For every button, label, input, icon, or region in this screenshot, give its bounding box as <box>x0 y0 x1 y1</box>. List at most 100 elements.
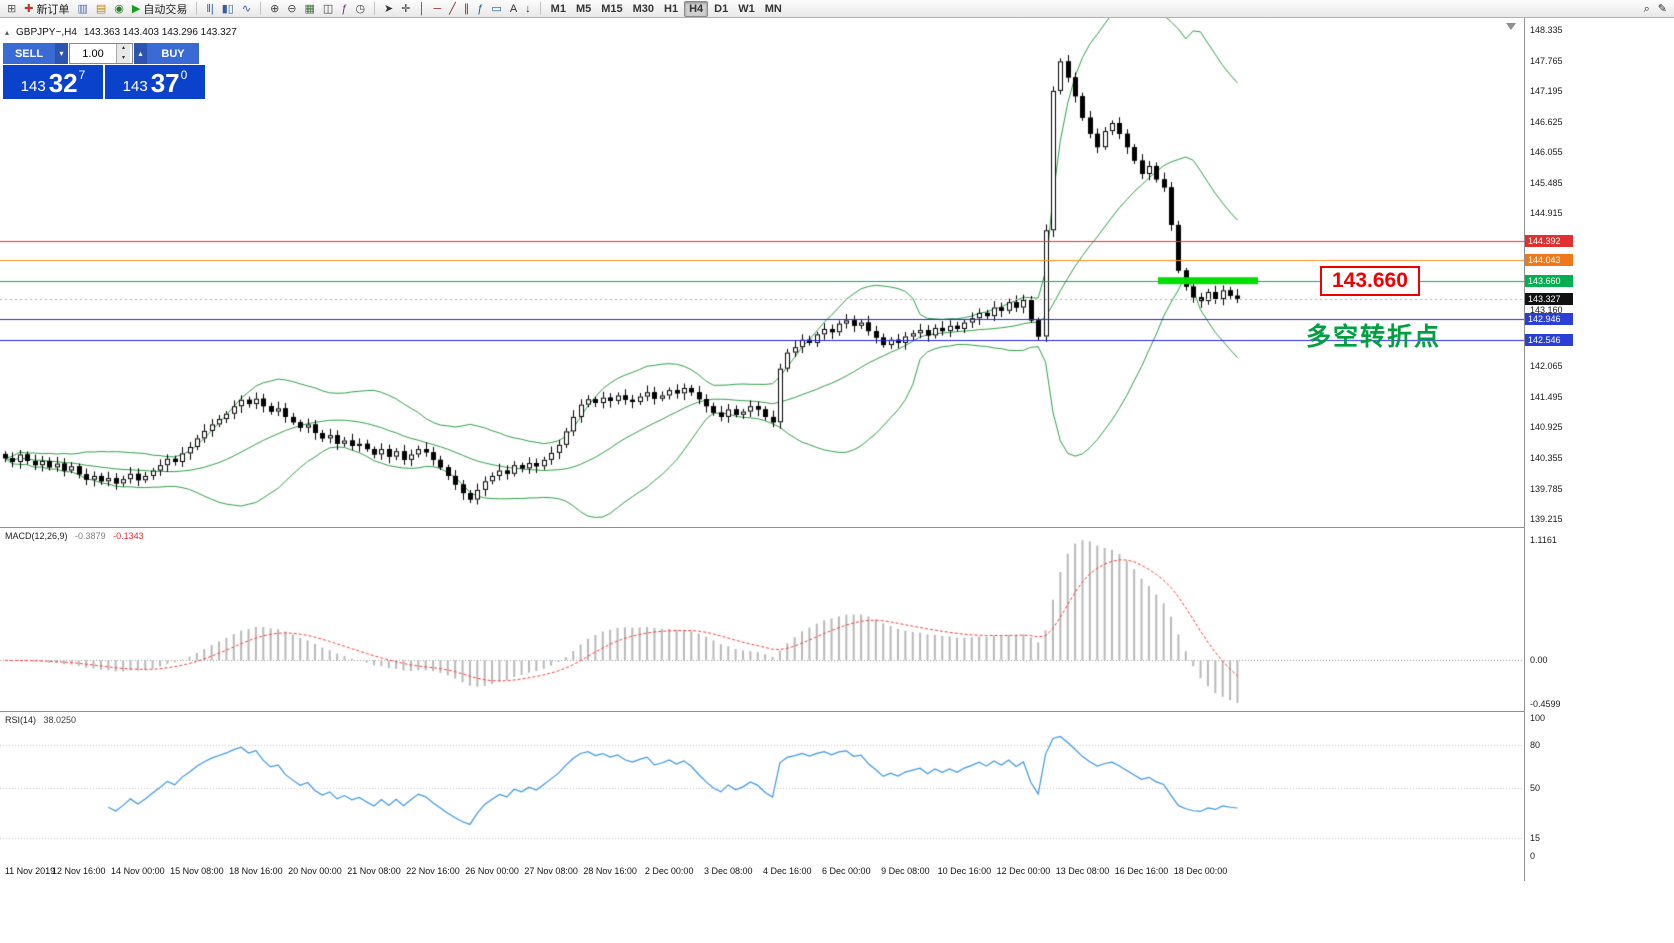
indicators-button[interactable]: ƒ <box>338 1 350 17</box>
timeframe-w1-button[interactable]: W1 <box>734 1 759 17</box>
time-axis-label: 18 Dec 00:00 <box>1173 866 1228 876</box>
panel-separator[interactable] <box>0 711 1674 712</box>
buy-price-display[interactable]: 143 37 0 <box>105 65 205 99</box>
autotrading-button[interactable]: ▶ 自动交易 <box>129 1 190 17</box>
candlestick-chart-button[interactable]: ▮▯ <box>219 1 237 17</box>
timeframe-d1-button-glyph: D1 <box>714 2 729 15</box>
bar-chart-button[interactable]: ‖| <box>203 1 216 17</box>
grid-button[interactable]: ▦ <box>302 1 318 17</box>
text-icon: A <box>509 2 518 15</box>
volume-up-button[interactable]: ▴ <box>116 44 130 54</box>
time-axis[interactable]: 11 Nov 2019 12 Nov 16:00 14 Nov 00:00 15 No… <box>0 863 1524 881</box>
rsi-value: 38.0250 <box>43 715 77 725</box>
text-button[interactable]: A <box>507 1 520 17</box>
level-tag-resistance-2: 144.043 <box>1525 254 1573 267</box>
rsi-name: RSI(14) <box>5 715 37 725</box>
timeframe-m30-button[interactable]: M30 <box>629 1 658 17</box>
app-icon: ⊞ <box>4 1 19 17</box>
price-axis-label: 145.485 <box>1530 177 1563 188</box>
timeframe-m15-button[interactable]: M15 <box>597 1 626 17</box>
current-price-tag: 143.327 <box>1525 292 1573 305</box>
level-tag-support-1: 142.946 <box>1525 313 1573 325</box>
buy-dropdown-arrow-icon[interactable]: ▴ <box>134 43 147 64</box>
sell-price-prefix: 143 <box>20 78 46 95</box>
time-axis-label: 28 Nov 16:00 <box>583 866 637 876</box>
trendline-icon: ╱ <box>449 2 456 15</box>
candlestick-chart-icon: ▮▯ <box>221 2 234 15</box>
new-order-button[interactable]: ✚ 新订单 <box>21 1 72 17</box>
timeframe-m1-button[interactable]: M1 <box>547 1 570 17</box>
channel-button[interactable]: ∥ <box>461 1 473 17</box>
level-tag-support-2: 142.546 <box>1525 334 1573 347</box>
macd-name: MACD(12,26,9) <box>5 531 68 541</box>
timeframe-m5-button-glyph: M5 <box>575 2 592 15</box>
panel-separator[interactable] <box>0 527 1674 528</box>
timeframe-h4-button[interactable]: H4 <box>684 0 709 17</box>
price-axis-label: 140.355 <box>1530 452 1563 463</box>
time-axis-label: 11 Nov 2019 <box>4 866 56 876</box>
horizontal-line-button[interactable]: ─ <box>430 1 444 17</box>
chart-window: 148.335 147.765 147.195 146.625 146.055 145.4… <box>0 18 1674 943</box>
buy-price-big: 37 <box>150 68 180 98</box>
channel-icon: ∥ <box>463 2 470 15</box>
search-button[interactable]: ⌕ <box>1641 1 1653 17</box>
sell-button[interactable]: SELL <box>3 43 55 64</box>
sell-price-display[interactable]: 143 32 7 <box>3 65 103 99</box>
market-watch-button[interactable]: ◉ <box>111 1 127 17</box>
symbol-info: ▴ GBPJPY~,H4 143.363 143.403 143.296 143… <box>5 27 237 38</box>
shapes-button[interactable]: ▭ <box>488 1 504 17</box>
indicators-icon: ƒ <box>341 2 348 15</box>
chart-window-button[interactable]: ▥ <box>74 1 90 17</box>
time-axis-label: 27 Nov 08:00 <box>524 866 578 876</box>
time-axis-label: 12 Dec 00:00 <box>996 866 1051 876</box>
time-axis-label: 22 Nov 16:00 <box>406 866 460 876</box>
time-axis-label: 9 Dec 08:00 <box>881 866 930 876</box>
volume-down-button[interactable]: ▾ <box>116 53 130 63</box>
time-axis-label: 12 Nov 16:00 <box>52 866 106 876</box>
trendline-button[interactable]: ╱ <box>446 1 459 17</box>
vertical-line-button[interactable]: │ <box>415 1 428 17</box>
price-axis-label: 139.215 <box>1530 514 1563 525</box>
zoom-in-button[interactable]: ⊕ <box>267 1 282 17</box>
turning-point-annotation[interactable]: 多空转折点 <box>1306 323 1442 351</box>
price-axis-label: 142.065 <box>1530 361 1563 372</box>
chart-canvas[interactable] <box>0 18 1524 943</box>
indicator-axis-label: -0.4599 <box>1530 699 1561 709</box>
price-axis-label: 146.055 <box>1530 147 1563 158</box>
timeframe-h1-button[interactable]: H1 <box>660 1 682 17</box>
price-axis-label: 147.195 <box>1530 86 1563 97</box>
price-axis-label: 141.495 <box>1530 391 1563 402</box>
volume-input[interactable] <box>70 44 116 63</box>
tile-windows-button[interactable]: ◫ <box>320 1 336 17</box>
grid-icon: ▦ <box>304 2 315 15</box>
symbol-ohlc: 143.363 143.403 143.296 143.327 <box>83 27 237 38</box>
line-chart-button[interactable]: ∿ <box>239 1 254 17</box>
arrows-button[interactable]: ↓ <box>522 1 534 17</box>
quick-edit-button[interactable]: ✎ <box>1655 1 1670 17</box>
shapes-icon: ▭ <box>491 2 502 15</box>
timeframe-h1-button-glyph: H1 <box>664 2 679 15</box>
line-chart-icon: ∿ <box>241 2 252 15</box>
profiles-button[interactable]: ▤ <box>93 1 109 17</box>
price-axis[interactable]: 148.335 147.765 147.195 146.625 146.055 145.4… <box>1524 18 1674 881</box>
price-axis-label: 140.925 <box>1530 422 1563 433</box>
buy-button[interactable]: BUY <box>147 43 199 64</box>
timeframe-d1-button[interactable]: D1 <box>710 1 732 17</box>
timeframe-mn-button[interactable]: MN <box>761 1 786 17</box>
price-axis-extra-label: 143.160 <box>1530 304 1563 315</box>
price-axis-label: 139.785 <box>1530 483 1563 494</box>
zoom-out-button[interactable]: ⊖ <box>284 1 299 17</box>
time-axis-label: 2 Dec 00:00 <box>644 866 694 876</box>
time-axis-label: 10 Dec 16:00 <box>937 866 992 876</box>
price-level-annotation[interactable]: 143.660 <box>1320 266 1420 296</box>
period-button[interactable]: ◷ <box>352 1 368 17</box>
window-icon: ⊞ <box>7 2 17 15</box>
cursor-button[interactable]: ➤ <box>381 1 396 17</box>
crosshair-button[interactable]: ✛ <box>398 1 413 17</box>
horizontal-line-icon: ─ <box>433 2 442 15</box>
fibonacci-button[interactable]: ƒ <box>474 1 486 17</box>
timeframe-m5-button[interactable]: M5 <box>572 1 595 17</box>
chart-shift-icon <box>1506 23 1516 30</box>
sell-dropdown-arrow-icon[interactable]: ▾ <box>55 43 68 64</box>
symbol-title: GBPJPY~,H4 <box>16 27 77 38</box>
